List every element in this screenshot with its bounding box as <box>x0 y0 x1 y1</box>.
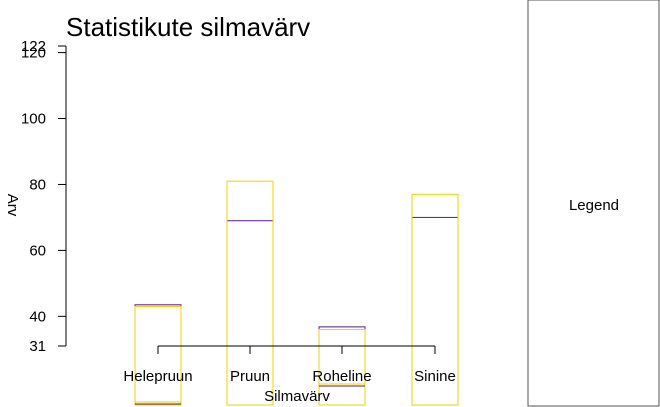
legend-box <box>527 0 660 407</box>
y-tick-label: 31 <box>29 338 46 355</box>
legend-title: Legend <box>569 197 619 214</box>
x-axis-label: Silmavärv <box>264 388 330 405</box>
bar <box>226 180 274 406</box>
y-tick-label: 120 <box>21 45 46 62</box>
y-axis-label: Arv <box>4 194 21 217</box>
y-tick-label: 122 <box>21 38 46 55</box>
bar <box>134 305 182 406</box>
legend: Legend <box>527 0 660 407</box>
x-tick-label: Roheline <box>312 368 371 385</box>
y-tick-label: 80 <box>29 176 46 193</box>
plot-bars <box>134 180 459 406</box>
bar <box>318 329 366 406</box>
y-tick-label: 60 <box>29 242 46 259</box>
bar <box>134 304 182 406</box>
bar <box>411 193 459 406</box>
x-tick-label: Pruun <box>230 368 270 385</box>
chart-title: Statistikute silmavärv <box>66 12 310 42</box>
x-tick-label: Helepruun <box>123 368 192 385</box>
y-tick-label: 100 <box>21 111 46 128</box>
y-tick-label: 40 <box>29 308 46 325</box>
x-axis: Helepruun Pruun Roheline Sinine <box>123 345 456 385</box>
x-tick-label: Sinine <box>414 368 456 385</box>
